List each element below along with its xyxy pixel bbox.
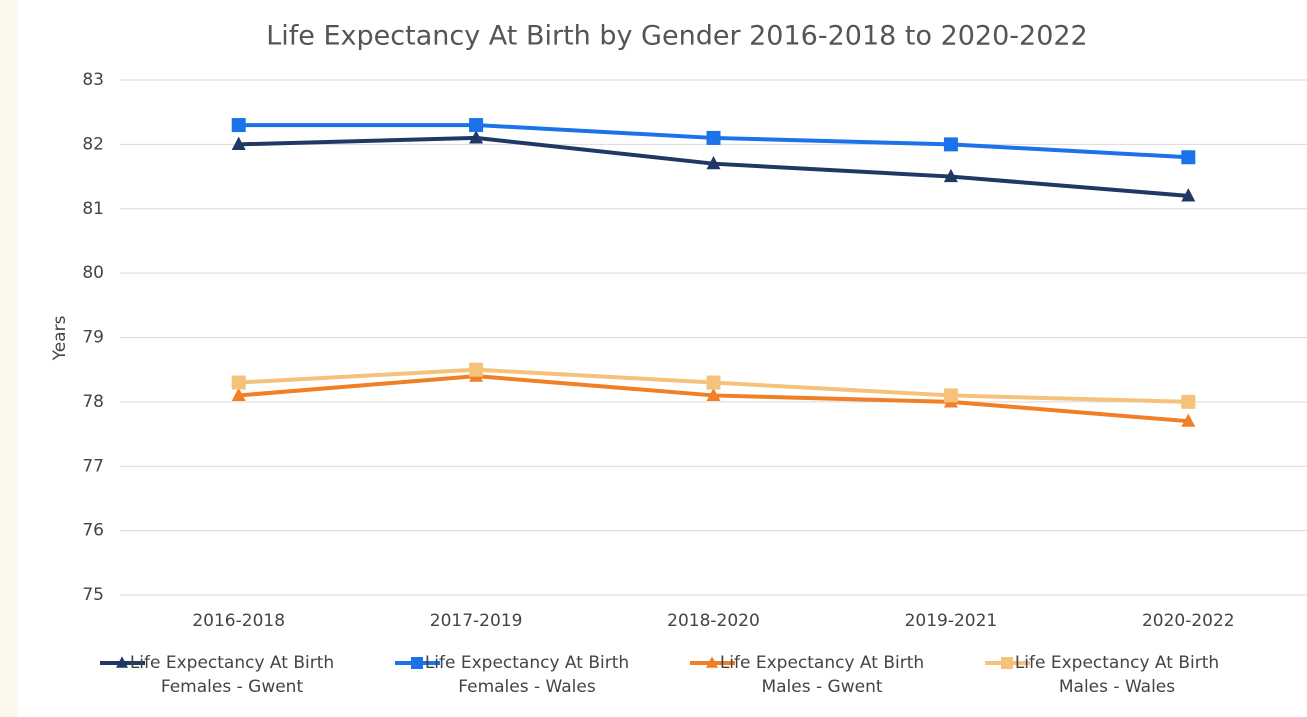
marker xyxy=(1181,150,1196,165)
y-tick-label: 80 xyxy=(82,263,104,283)
marker xyxy=(943,137,958,152)
marker xyxy=(706,155,721,170)
marker xyxy=(943,388,958,403)
marker xyxy=(1181,188,1196,202)
legend-label: Life Expectancy At Birth Females - Gwent xyxy=(129,653,335,697)
marker xyxy=(706,387,721,402)
x-tick-label: 2018-2020 xyxy=(667,611,760,631)
y-tick-label: 78 xyxy=(82,392,104,412)
marker xyxy=(706,656,718,668)
legend-label: Life Expectancy At Birth Males - Wales xyxy=(1014,653,1220,697)
marker xyxy=(1181,413,1196,427)
y-tick-label: 77 xyxy=(82,456,104,476)
y-tick-label: 79 xyxy=(82,328,104,348)
legend-label: Life Expectancy At Birth Females - Wales xyxy=(424,653,630,697)
marker xyxy=(706,375,721,390)
chart: Life Expectancy At Birth by Gender 2016-… xyxy=(50,21,1307,669)
legend-label: Life Expectancy At Birth Males - Gwent xyxy=(719,653,925,697)
marker xyxy=(1181,394,1196,409)
marker xyxy=(231,387,246,402)
y-tick-label: 82 xyxy=(82,134,104,154)
marker xyxy=(231,136,246,150)
marker xyxy=(469,362,484,377)
y-tick-label: 81 xyxy=(82,199,104,219)
x-tick-label: 2017-2019 xyxy=(430,611,523,631)
x-tick-label: 2019-2021 xyxy=(905,611,998,631)
marker xyxy=(411,657,423,669)
y-tick-label: 76 xyxy=(82,521,104,541)
marker xyxy=(943,168,958,183)
marker xyxy=(469,118,484,133)
y-tick-label: 75 xyxy=(82,585,104,605)
marker xyxy=(469,130,484,144)
chart-title: Life Expectancy At Birth by Gender 2016-… xyxy=(266,21,1087,52)
marker xyxy=(116,656,128,668)
chart-area: Life Expectancy At Birth by Gender 2016-… xyxy=(18,0,1307,717)
y-axis-label: Years xyxy=(50,315,70,361)
marker xyxy=(231,118,246,133)
y-tick-label: 83 xyxy=(82,70,104,90)
marker xyxy=(706,130,721,145)
marker xyxy=(1001,657,1013,669)
x-tick-label: 2020-2022 xyxy=(1142,611,1235,631)
x-tick-label: 2016-2018 xyxy=(192,611,285,631)
marker xyxy=(231,375,246,390)
